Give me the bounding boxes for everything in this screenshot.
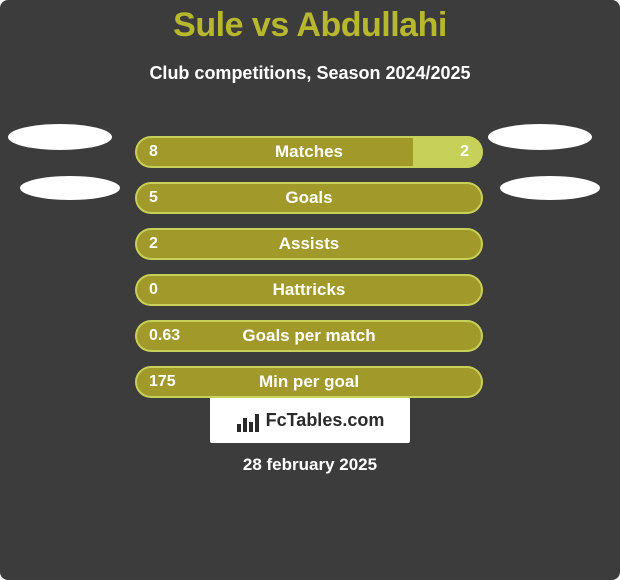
player2-badge-1 (500, 176, 600, 200)
subtitle: Club competitions, Season 2024/2025 (0, 63, 620, 84)
stat-fill-player1 (135, 320, 483, 352)
stat-fill-player1 (135, 136, 413, 168)
stat-fill-player1 (135, 182, 483, 214)
page-title: Sule vs Abdullahi (0, 6, 620, 45)
stat-value-player1: 8 (149, 143, 158, 161)
comparison-card: Sule vs Abdullahi Club competitions, Sea… (0, 0, 620, 580)
player1-badge-0 (8, 124, 112, 150)
bar-chart-icon (236, 408, 260, 432)
stat-value-player1: 175 (149, 373, 176, 391)
stat-value-player2: 2 (460, 143, 469, 161)
stat-row: 82Matches (135, 136, 483, 168)
source-badge-label: FcTables.com (266, 410, 385, 431)
stat-value-player1: 5 (149, 189, 158, 207)
source-badge[interactable]: FcTables.com (210, 397, 410, 443)
player1-badge-1 (20, 176, 120, 200)
stat-value-player1: 0.63 (149, 327, 180, 345)
stat-row: 5Goals (135, 182, 483, 214)
stat-row: 0.63Goals per match (135, 320, 483, 352)
stat-fill-player1 (135, 274, 483, 306)
stat-value-player1: 2 (149, 235, 158, 253)
player2-badge-0 (488, 124, 592, 150)
stat-row: 2Assists (135, 228, 483, 260)
stat-row: 175Min per goal (135, 366, 483, 398)
stat-fill-player1 (135, 366, 483, 398)
date-label: 28 february 2025 (0, 455, 620, 475)
stat-value-player1: 0 (149, 281, 158, 299)
stat-fill-player2 (413, 136, 483, 168)
stat-row: 0Hattricks (135, 274, 483, 306)
stat-fill-player1 (135, 228, 483, 260)
stats-table: 82Matches5Goals2Assists0Hattricks0.63Goa… (0, 112, 620, 412)
